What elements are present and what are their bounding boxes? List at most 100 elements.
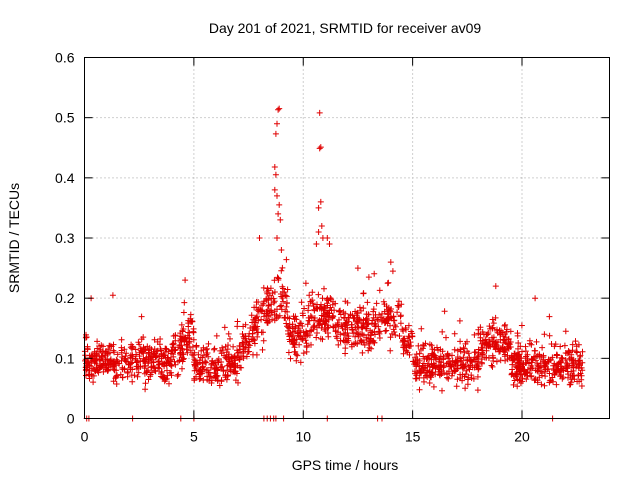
data-point (546, 370, 553, 377)
x-tick-label: 20 (514, 429, 530, 445)
data-point (225, 330, 232, 337)
data-point (90, 379, 97, 386)
data-point (240, 346, 247, 353)
data-point (93, 364, 100, 371)
data-point (457, 355, 463, 362)
data-point (551, 360, 558, 367)
data-point (181, 299, 188, 306)
data-point (136, 341, 143, 348)
data-point (119, 364, 126, 371)
data-point (172, 337, 179, 344)
data-point (487, 325, 494, 332)
data-point (290, 341, 296, 348)
data-point (546, 313, 553, 320)
data-point (119, 354, 126, 360)
data-point (430, 360, 437, 367)
data-point (190, 328, 197, 335)
data-point (200, 377, 207, 384)
data-point (429, 364, 436, 371)
data-point (110, 341, 117, 348)
data-point (451, 330, 458, 337)
data-point (518, 371, 525, 378)
data-point (569, 341, 576, 348)
data-point (376, 328, 383, 335)
data-point (116, 360, 123, 367)
data-point (384, 280, 391, 287)
data-point (245, 333, 252, 340)
data-point (374, 316, 381, 323)
data-point (204, 373, 211, 380)
data-point (534, 362, 541, 369)
data-point (550, 378, 556, 385)
data-point (328, 307, 335, 314)
data-point (86, 375, 93, 382)
data-point (562, 357, 569, 363)
data-point (199, 354, 206, 361)
data-point (224, 367, 231, 374)
data-point (466, 354, 473, 361)
data-point (553, 381, 560, 388)
x-tick-label: 10 (295, 429, 311, 445)
data-point (162, 345, 169, 352)
data-point (480, 351, 487, 357)
data-point (219, 363, 226, 370)
data-point (208, 377, 215, 384)
data-point (514, 368, 521, 375)
data-point (318, 223, 325, 229)
data-point (155, 364, 161, 371)
data-point (114, 351, 121, 358)
data-point (562, 328, 569, 335)
data-point (240, 355, 247, 361)
data-point (306, 292, 313, 299)
data-point (337, 331, 344, 338)
data-point (462, 371, 469, 378)
data-point (326, 310, 333, 317)
data-point (196, 357, 203, 364)
data-point (178, 321, 185, 328)
data-point (538, 381, 545, 388)
data-point (132, 355, 139, 362)
data-point (299, 335, 306, 342)
data-point (513, 373, 520, 380)
data-point (278, 267, 285, 274)
data-point (343, 317, 350, 323)
data-point (137, 347, 144, 354)
data-point (572, 338, 579, 345)
data-point (154, 338, 161, 345)
data-point (138, 313, 145, 320)
data-point (515, 340, 522, 346)
data-point (479, 347, 486, 354)
data-point (392, 323, 399, 330)
data-point (533, 338, 540, 345)
data-point (457, 338, 464, 345)
data-point (392, 332, 399, 338)
data-point (394, 309, 401, 316)
data-point (179, 327, 186, 334)
data-point (171, 358, 178, 365)
data-point (337, 337, 344, 344)
data-point (274, 120, 280, 127)
data-point (187, 311, 194, 318)
data-point (263, 295, 270, 302)
data-point (568, 354, 575, 361)
data-point (131, 372, 138, 379)
data-point (279, 264, 286, 271)
data-point (485, 330, 492, 336)
data-point (158, 353, 165, 360)
data-point (211, 365, 218, 372)
data-point (462, 340, 469, 347)
data-point (193, 373, 199, 380)
data-point (255, 299, 262, 305)
data-point (387, 347, 394, 354)
data-point (267, 285, 274, 292)
data-point (342, 298, 349, 305)
data-point (148, 346, 155, 353)
data-point (372, 331, 378, 338)
data-point (204, 345, 211, 352)
data-point (309, 300, 316, 307)
data-point (148, 364, 155, 371)
data-point (489, 316, 496, 323)
data-point (453, 383, 460, 390)
data-point (352, 333, 359, 340)
data-point (122, 355, 129, 362)
